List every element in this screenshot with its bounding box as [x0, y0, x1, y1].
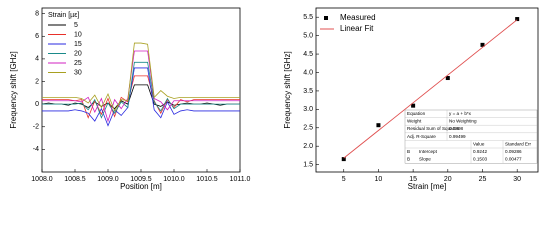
- table-header: Standard Err: [505, 141, 532, 146]
- x-tick-label: 1008.5: [64, 176, 86, 183]
- x-axis-label: Position [m]: [120, 182, 162, 191]
- legend-marker: [324, 16, 328, 20]
- table-header: Value: [473, 141, 485, 146]
- series-line: [42, 75, 240, 119]
- x-tick-label: 1010.0: [163, 176, 185, 183]
- series-line: [41, 84, 240, 110]
- x-tick-label: 1011.0: [230, 176, 251, 183]
- plot-frame: [315, 7, 539, 173]
- y-tick-label: 2.0: [303, 143, 313, 150]
- series-line: [42, 50, 240, 123]
- plot-frame: [41, 7, 241, 173]
- y-tick-label: 4.5: [303, 51, 313, 58]
- y-axis-label: Frequency shift [GHz]: [9, 51, 18, 128]
- y-tick-label: -4: [33, 146, 39, 153]
- y-tick-label: -2: [33, 124, 39, 131]
- table-cell: B: [407, 149, 410, 154]
- x-tick-label: 20: [444, 176, 452, 183]
- y-tick-label: 1.5: [303, 161, 313, 168]
- x-tick-label: 25: [479, 176, 487, 183]
- x-tick-label: 1010.5: [196, 176, 218, 183]
- table-cell: Intercept: [419, 149, 438, 154]
- table-cell: Slope: [419, 157, 431, 162]
- data-point: [411, 103, 416, 108]
- table-cell: No Weighting: [449, 119, 477, 124]
- x-tick-label: 1008.0: [31, 176, 53, 183]
- figure: 1008.0 1008.5 1009.0 1009.5 1010.0 1010.5 1011…: [9, 7, 539, 191]
- y-tick-label: 2.5: [303, 125, 313, 132]
- table-cell: 0.99499: [449, 134, 466, 139]
- table-cell: 0.0398: [449, 126, 463, 131]
- table-cell: Weight: [407, 119, 422, 124]
- table-cell: 0.9242: [473, 149, 487, 154]
- table-cell: Adj. R-Square: [407, 134, 436, 139]
- table-cell: 0.1503: [473, 157, 487, 162]
- y-tick-label: 0: [35, 101, 39, 108]
- y-tick-label: 4: [35, 56, 39, 63]
- fit-line: [343, 19, 518, 159]
- table-cell: B: [407, 157, 410, 162]
- x-tick-label: 1009.0: [97, 176, 119, 183]
- y-tick-label: 3.0: [303, 106, 313, 113]
- legend-label: 5: [74, 22, 78, 29]
- y-tick-label: 5.0: [303, 32, 313, 39]
- x-tick-label: 1009.5: [130, 176, 152, 183]
- legend-label: 30: [74, 69, 82, 76]
- series-line: [42, 42, 240, 112]
- x-tick-label: 10: [375, 176, 383, 183]
- data-point: [376, 123, 381, 128]
- y-tick-label: 6: [35, 33, 39, 40]
- y-axis-label: Frequency shift [GHz]: [283, 51, 292, 128]
- legend-label: 15: [74, 41, 82, 48]
- x-axis-label: Strain [me]: [408, 182, 447, 191]
- table-cell: 0.00477: [505, 157, 522, 162]
- x-tick-label: 15: [409, 176, 417, 183]
- x-tick-label: 5: [342, 176, 346, 183]
- data-point: [445, 76, 450, 81]
- series-line: [42, 67, 240, 127]
- legend-label: 10: [74, 31, 82, 38]
- legend-label: Measured: [340, 13, 376, 22]
- y-tick-label: 5.5: [303, 14, 313, 21]
- data-point: [515, 17, 520, 22]
- data-point: [341, 157, 346, 162]
- table-cell: Residual Sum of Squares: [407, 126, 460, 131]
- series-line: [42, 61, 240, 119]
- table-cell: Equation: [407, 111, 426, 116]
- table-cell: 0.09286: [505, 149, 522, 154]
- y-tick-label: 4.0: [303, 69, 313, 76]
- y-tick-label: 2: [35, 78, 39, 85]
- data-point: [480, 42, 485, 47]
- y-tick-label: 8: [35, 10, 39, 17]
- x-tick-label: 30: [513, 176, 521, 183]
- table-cell: y = a + b*x: [449, 111, 472, 116]
- legend-label: Linear Fit: [340, 24, 374, 33]
- legend-label: 20: [74, 50, 82, 57]
- y-tick-label: 3.5: [303, 88, 313, 95]
- legend-label: 25: [74, 60, 82, 67]
- legend-title: Strain [µε]: [48, 12, 79, 19]
